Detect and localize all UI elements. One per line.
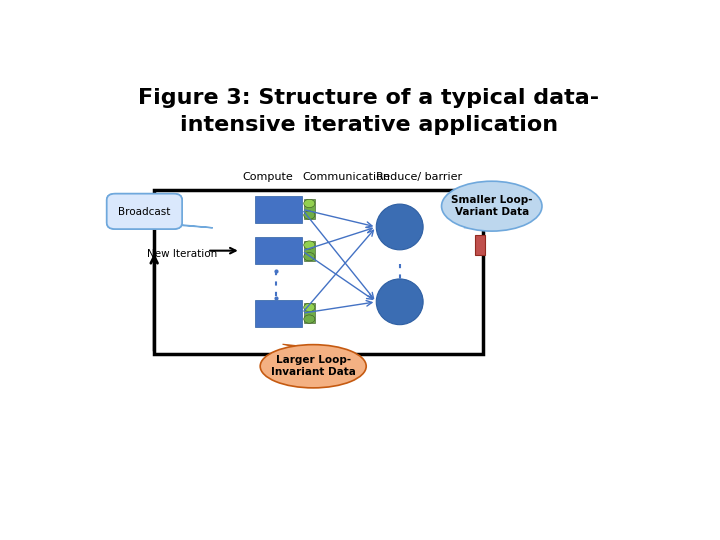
Text: Smaller Loop-: Smaller Loop- (451, 195, 533, 205)
FancyBboxPatch shape (304, 303, 315, 323)
Polygon shape (464, 226, 478, 228)
Polygon shape (145, 223, 213, 228)
Text: Communication: Communication (302, 172, 391, 182)
Ellipse shape (441, 181, 542, 231)
Polygon shape (282, 344, 319, 348)
FancyBboxPatch shape (304, 199, 315, 219)
FancyBboxPatch shape (255, 300, 302, 327)
Text: Reduce/ barrier: Reduce/ barrier (376, 172, 462, 182)
Text: New Iteration: New Iteration (147, 248, 217, 259)
Ellipse shape (304, 253, 315, 261)
FancyBboxPatch shape (475, 235, 485, 255)
Text: Figure 3: Structure of a typical data-: Figure 3: Structure of a typical data- (138, 88, 600, 108)
Text: Variant Data: Variant Data (454, 207, 529, 218)
Text: Compute: Compute (242, 172, 293, 182)
Ellipse shape (304, 241, 315, 249)
FancyBboxPatch shape (107, 194, 182, 229)
Ellipse shape (377, 204, 423, 250)
Ellipse shape (377, 279, 423, 325)
Text: intensive iterative application: intensive iterative application (180, 115, 558, 135)
FancyBboxPatch shape (304, 241, 315, 261)
FancyBboxPatch shape (255, 196, 302, 223)
Text: Larger Loop-: Larger Loop- (276, 355, 351, 365)
Text: Broadcast: Broadcast (118, 207, 171, 217)
FancyBboxPatch shape (107, 194, 182, 229)
Ellipse shape (304, 199, 315, 207)
Text: Invariant Data: Invariant Data (271, 368, 356, 377)
Ellipse shape (304, 315, 315, 323)
FancyBboxPatch shape (255, 238, 302, 265)
Ellipse shape (304, 211, 315, 219)
Ellipse shape (304, 303, 315, 312)
Ellipse shape (260, 345, 366, 388)
